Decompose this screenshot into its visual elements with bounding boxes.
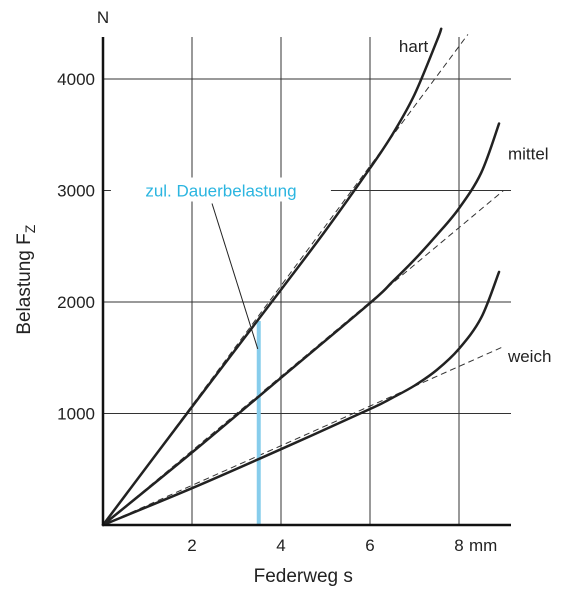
y-axis-label: Belastung FZ <box>14 224 38 334</box>
annotation-label: zul. Dauerbelastung <box>145 182 296 201</box>
y-axis-label-main: Belastung F <box>14 233 35 334</box>
y-tick-label-3000: 3000 <box>57 182 95 201</box>
tangent-line-weich <box>102 346 504 526</box>
series-label-hart: hart <box>399 37 429 56</box>
x-tick-label-4: 4 <box>276 536 285 555</box>
grid <box>103 37 511 525</box>
x-unit-label: mm <box>469 536 497 555</box>
annotation-group: zul. Dauerbelastung <box>110 177 331 525</box>
x-tick-label-8: 8 <box>454 536 463 555</box>
series-label-weich: weich <box>507 347 551 366</box>
tangent-lines <box>102 34 504 526</box>
curve-hart <box>101 27 443 527</box>
y-tick-label-2000: 2000 <box>57 293 95 312</box>
y-tick-label-4000: 4000 <box>57 70 95 89</box>
curve-mittel <box>101 122 501 527</box>
annotation-leader-line <box>211 203 259 350</box>
series-label-mittel: mittel <box>508 144 549 163</box>
labels: N Federweg s Belastung FZ 2 4 6 8 1000 2000 30… <box>14 8 551 587</box>
curve-weich <box>101 270 501 527</box>
curves <box>101 27 501 527</box>
x-axis-label: Federweg s <box>254 566 353 587</box>
y-tick-label-1000: 1000 <box>57 405 95 424</box>
x-tick-label-2: 2 <box>187 536 196 555</box>
annotation-label-background <box>110 177 331 202</box>
axes <box>101 37 511 527</box>
y-unit-label: N <box>97 8 109 27</box>
x-tick-label-6: 6 <box>365 536 374 555</box>
y-axis-label-subscript: Z <box>22 224 38 233</box>
